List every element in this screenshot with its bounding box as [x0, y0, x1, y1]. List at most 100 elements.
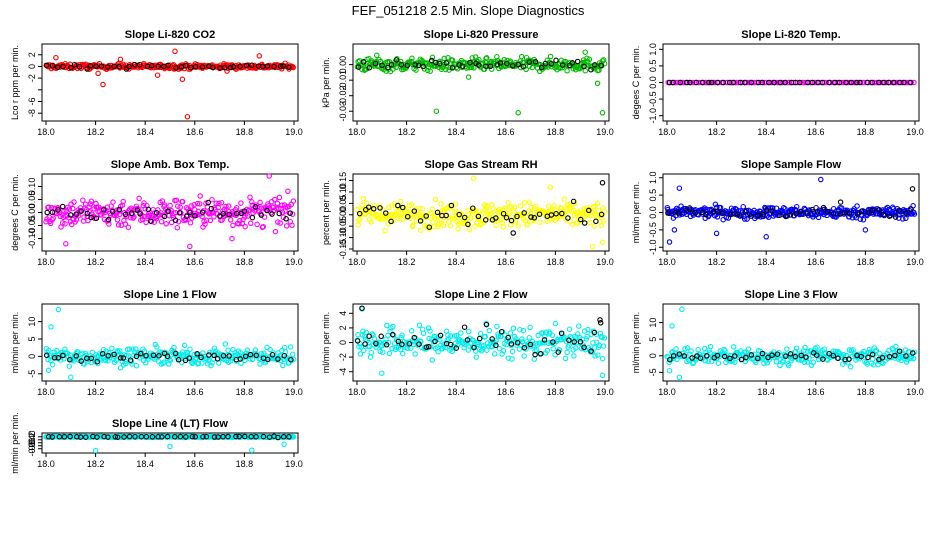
x-tick-label: 18.2 [398, 257, 416, 267]
data-point [503, 214, 510, 221]
x-tick-label: 18.6 [186, 387, 204, 397]
data-point [677, 79, 684, 86]
y-tick-label: -2 [27, 74, 37, 82]
data-point [429, 357, 436, 363]
data-point [397, 198, 404, 205]
data-point [773, 205, 780, 211]
data-point [419, 206, 425, 212]
data-point [523, 66, 529, 73]
data-point [465, 74, 472, 80]
data-point [741, 213, 747, 220]
data-point [409, 55, 415, 62]
data-point [730, 79, 737, 86]
data-point [244, 347, 251, 353]
data-point [161, 350, 168, 357]
data-point [557, 65, 563, 72]
data-point [45, 367, 52, 374]
data-point [732, 353, 738, 359]
data-point [412, 62, 418, 68]
series-2 [44, 199, 294, 224]
data-point [896, 207, 902, 213]
data-point [254, 221, 260, 228]
data-point [264, 207, 270, 214]
data-point [581, 63, 587, 70]
data-point [192, 63, 199, 70]
data-point [271, 63, 277, 70]
series-2 [43, 350, 294, 365]
data-point [105, 64, 111, 70]
data-point [104, 204, 111, 210]
data-point [109, 208, 116, 215]
panel-title: Slope Amb. Box Temp. [111, 159, 230, 171]
data-point [541, 337, 548, 343]
x-tick-label: 18.2 [398, 127, 416, 137]
data-point [384, 322, 390, 329]
data-point [377, 348, 383, 355]
data-point [276, 210, 282, 217]
data-point [412, 351, 418, 357]
data-point [860, 217, 867, 223]
data-point [599, 334, 605, 341]
data-point [814, 209, 821, 215]
data-point [114, 348, 121, 354]
data-point [103, 348, 110, 354]
y-tick-label: 0.15 [338, 172, 348, 190]
data-point [901, 79, 907, 86]
y-tick-label: 0.00 [338, 206, 348, 224]
data-point [187, 346, 193, 352]
data-point [105, 216, 112, 223]
data-point [763, 234, 769, 240]
data-point [276, 194, 283, 201]
data-point [840, 351, 847, 358]
data-point [133, 353, 140, 360]
y-tick-label: 5 [648, 337, 658, 342]
data-point [564, 68, 570, 74]
y-tick-label: 4 [338, 311, 348, 316]
data-point [78, 358, 84, 364]
data-point [839, 361, 846, 367]
panel-title: Slope Line 1 Flow [124, 289, 217, 301]
data-point [287, 210, 294, 216]
data-point [843, 79, 849, 86]
data-point [196, 201, 203, 207]
data-point [252, 204, 259, 210]
data-point [715, 360, 722, 366]
data-point [125, 224, 132, 231]
data-point [150, 352, 157, 359]
data-point [223, 352, 229, 359]
data-point [548, 340, 555, 346]
data-point [830, 210, 837, 217]
data-point [385, 332, 391, 339]
data-point [588, 66, 594, 73]
data-point [117, 355, 124, 361]
data-point [498, 328, 505, 335]
data-point [500, 347, 507, 354]
data-point [809, 79, 816, 86]
data-point [225, 433, 231, 440]
data-point [670, 353, 677, 359]
data-point [61, 434, 68, 440]
data-point [466, 226, 473, 233]
data-point [892, 352, 898, 359]
data-point [98, 63, 105, 69]
data-point [168, 219, 175, 226]
data-point [553, 210, 559, 217]
data-point [413, 67, 419, 73]
panel-1: Slope Li-820 CO2 18.0 18.2 18.4 18.6 18.8 19.0… [10, 29, 303, 137]
data-point [740, 203, 746, 210]
x-tick-label: 18.4 [136, 387, 154, 397]
data-point [173, 65, 179, 71]
data-point [780, 79, 786, 86]
x-tick-label: 18.0 [37, 459, 55, 469]
data-point [538, 351, 544, 357]
data-point [697, 355, 704, 361]
data-point [705, 358, 711, 364]
y-tick-label: -8 [27, 109, 37, 117]
x-tick-label: 18.2 [87, 459, 105, 469]
data-point [209, 196, 215, 203]
data-point [141, 200, 147, 206]
data-point [55, 306, 62, 313]
data-point [903, 210, 909, 217]
data-point [50, 215, 56, 221]
data-point [109, 345, 115, 352]
